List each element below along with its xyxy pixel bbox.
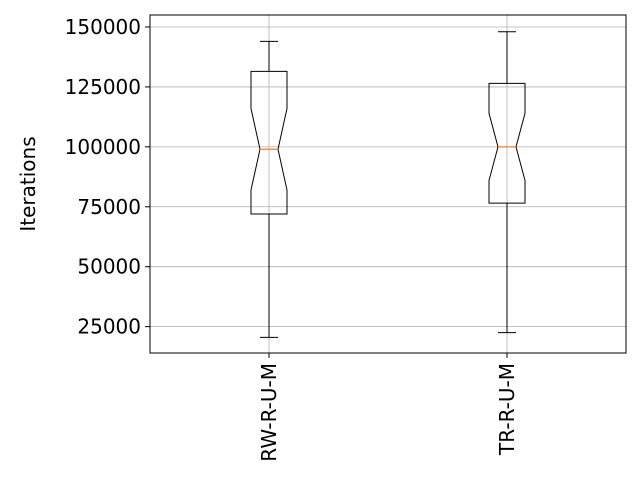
- notched-box: [488, 82, 526, 204]
- y-tick-label: 75000: [77, 195, 141, 219]
- x-axis-ticks: RW-R-U-M TR-R-U-M: [257, 353, 519, 462]
- y-tick-label: 150000: [65, 15, 141, 39]
- grid-lines: [150, 15, 626, 353]
- y-tick-label: 100000: [65, 135, 141, 159]
- y-tick-label: 50000: [77, 255, 141, 279]
- y-tick-label: 25000: [77, 315, 141, 339]
- notched-box: [250, 70, 288, 215]
- plot-frame: [149, 14, 627, 354]
- y-tick-label: 125000: [65, 75, 141, 99]
- box-2: [488, 31, 526, 334]
- x-tick-label: TR-R-U-M: [495, 363, 519, 456]
- x-tick-label: RW-R-U-M: [257, 363, 281, 462]
- y-axis-ticks: 25000 50000 75000 100000 125000 150000: [65, 15, 150, 339]
- box-series: [250, 31, 526, 338]
- box-1: [250, 40, 288, 338]
- y-axis-label: Iterations: [16, 136, 40, 231]
